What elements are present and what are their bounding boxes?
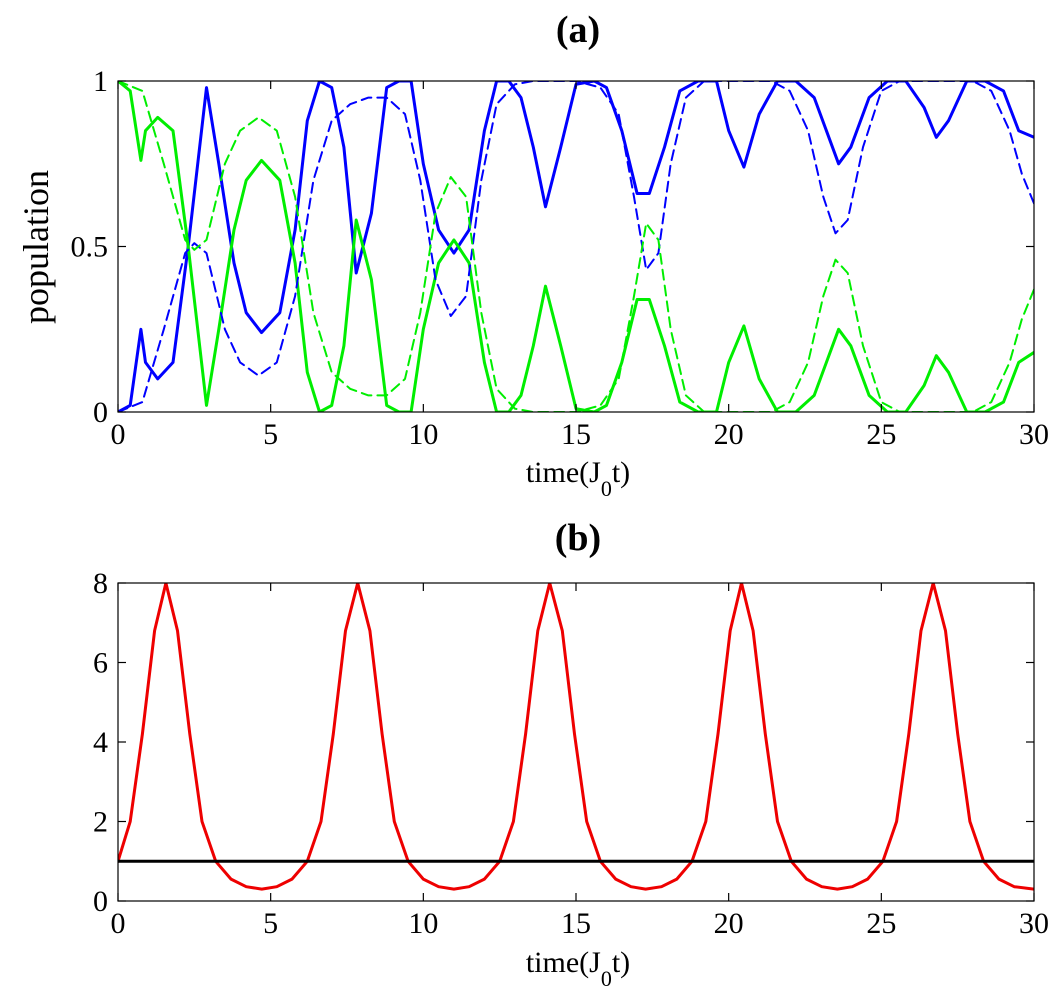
panel-a-x-tick-label: 0 — [111, 418, 126, 451]
panel-a-y-axis-label: population — [16, 170, 56, 324]
panel-a-series-2-line — [118, 81, 1034, 412]
panel-b-x-axis-label: time(J0t) — [526, 946, 630, 991]
panel-b-x-tick-label: 25 — [866, 907, 896, 940]
panel-b-y-tick-label: 2 — [93, 806, 108, 839]
panel-b-x-ticks: 0 5 10 15 20 25 30 — [111, 583, 1049, 940]
panel-b-y-ticks: 0 2 4 6 8 — [93, 567, 1034, 918]
panel-a-x-tick-label: 25 — [866, 418, 896, 451]
panel-a: (a) 0 5 10 15 20 25 30 00.51 time(J0t) populat… — [16, 9, 1049, 501]
panel-a-x-axis-label: time(J0t) — [526, 456, 630, 501]
panel-b-x-tick-label: 5 — [263, 907, 278, 940]
panel-a-axes-frame — [117, 80, 1035, 413]
panel-b-plot-area — [118, 583, 1034, 891]
panel-b-y-tick-label: 8 — [93, 567, 108, 600]
panel-b-x-tick-label: 30 — [1019, 907, 1049, 940]
panel-b-y-tick-label: 6 — [93, 647, 108, 680]
panel-b-y-tick-label: 4 — [93, 726, 108, 759]
panel-b-x-tick-label: 0 — [111, 907, 126, 940]
panel-a-y-tick-label: 1 — [93, 65, 108, 98]
panel-a-y-tick-label: 0.5 — [71, 231, 109, 264]
panel-a-x-tick-label: 30 — [1019, 418, 1049, 451]
panel-a-x-ticks: 0 5 10 15 20 25 30 — [111, 81, 1049, 451]
panel-b-x-tick-label: 10 — [408, 907, 438, 940]
panel-b-title: (b) — [555, 517, 601, 559]
panel-a-plot-area — [118, 81, 1034, 412]
panel-a-series-3-line — [118, 81, 1034, 412]
panel-b-series-0-line — [118, 583, 1034, 891]
panel-a-y-ticks: 00.51 — [71, 65, 1034, 429]
panel-a-x-tick-label: 20 — [714, 418, 744, 451]
panel-a-title: (a) — [556, 9, 600, 51]
panel-b-y-tick-label: 0 — [93, 885, 108, 918]
panel-b: (b) 0 5 10 15 20 25 30 0 2 4 6 8 time(J0t) — [93, 517, 1049, 991]
panel-a-series-0-line — [118, 81, 1034, 412]
panel-a-x-tick-label: 10 — [408, 418, 438, 451]
panel-a-x-tick-label: 5 — [263, 418, 278, 451]
panel-b-x-tick-label: 20 — [714, 907, 744, 940]
panel-a-y-tick-label: 0 — [93, 396, 108, 429]
panel-b-x-tick-label: 15 — [561, 907, 591, 940]
panel-a-x-tick-label: 15 — [561, 418, 591, 451]
panel-a-series-1-line — [118, 81, 1034, 412]
